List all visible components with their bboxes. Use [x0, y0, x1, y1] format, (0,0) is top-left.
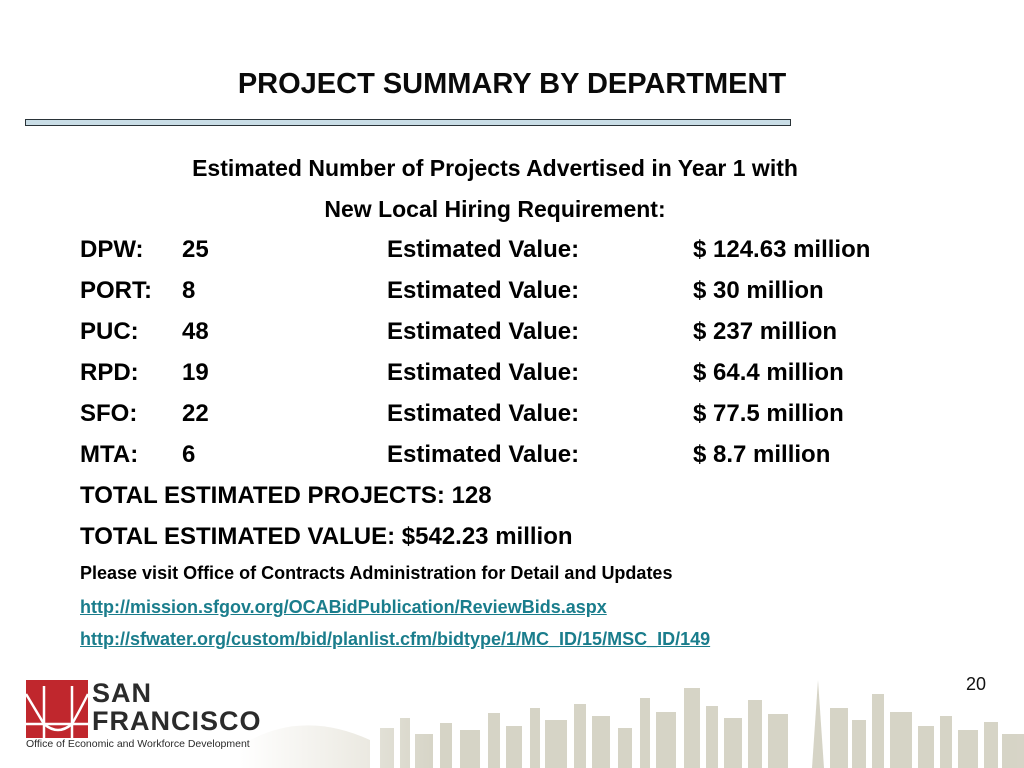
subheading-line-2: New Local Hiring Requirement:: [324, 196, 666, 222]
estimated-value: $ 8.7 million: [693, 441, 831, 468]
project-count: 6: [182, 441, 196, 468]
project-count: 19: [182, 359, 209, 386]
department-name: PORT:: [80, 277, 152, 304]
estimated-value-label: Estimated Value:: [387, 359, 580, 386]
department-row: PUC: 48 Estimated Value: $ 237 million: [80, 318, 960, 348]
department-row: RPD: 19 Estimated Value: $ 64.4 million: [80, 359, 960, 389]
estimated-value-label: Estimated Value:: [387, 441, 580, 468]
estimated-value: $ 77.5 million: [693, 400, 844, 427]
logo-text-francisco: FRANCISCO: [92, 706, 262, 736]
skyline-image: [240, 668, 1024, 768]
department-name: DPW:: [80, 236, 144, 263]
sf-oewd-logo: SAN FRANCISCO Office of Economic and Wor…: [24, 678, 261, 754]
logo-subtitle: Office of Economic and Workforce Develop…: [26, 738, 250, 750]
total-value: TOTAL ESTIMATED VALUE: $542.23 million: [80, 523, 573, 550]
department-name: SFO:: [80, 400, 138, 427]
estimated-value: $ 237 million: [693, 318, 838, 345]
project-count: 48: [182, 318, 209, 345]
project-count: 25: [182, 236, 209, 263]
total-projects: TOTAL ESTIMATED PROJECTS: 128: [80, 482, 492, 509]
golden-gate-bridge-icon: [26, 680, 88, 738]
estimated-value: $ 124.63 million: [693, 236, 871, 263]
department-name: RPD:: [80, 359, 139, 386]
contracts-notice: Please visit Office of Contracts Adminis…: [80, 563, 673, 583]
department-row: DPW: 25 Estimated Value: $ 124.63 millio…: [80, 236, 960, 266]
logo-text-san: SAN: [92, 678, 153, 708]
oca-bid-link[interactable]: http://mission.sfgov.org/OCABidPublicati…: [80, 597, 607, 617]
page-title: PROJECT SUMMARY BY DEPARTMENT: [237, 68, 787, 100]
page-number: 20: [966, 674, 987, 694]
estimated-value: $ 64.4 million: [693, 359, 844, 386]
estimated-value-label: Estimated Value:: [387, 318, 580, 345]
project-count: 22: [182, 400, 209, 427]
department-row: SFO: 22 Estimated Value: $ 77.5 million: [80, 400, 960, 430]
estimated-value-label: Estimated Value:: [387, 277, 580, 304]
estimated-value-label: Estimated Value:: [387, 400, 580, 427]
department-name: MTA:: [80, 441, 139, 468]
sfwater-bid-link[interactable]: http://sfwater.org/custom/bid/planlist.c…: [80, 629, 711, 649]
department-row: MTA: 6 Estimated Value: $ 8.7 million: [80, 441, 960, 471]
project-count: 8: [182, 277, 196, 304]
department-row: PORT: 8 Estimated Value: $ 30 million: [80, 277, 960, 307]
estimated-value-label: Estimated Value:: [387, 236, 580, 263]
title-underline-bar: [25, 119, 791, 126]
department-name: PUC:: [80, 318, 139, 345]
subheading-line-1: Estimated Number of Projects Advertised …: [192, 155, 798, 181]
estimated-value: $ 30 million: [693, 277, 824, 304]
